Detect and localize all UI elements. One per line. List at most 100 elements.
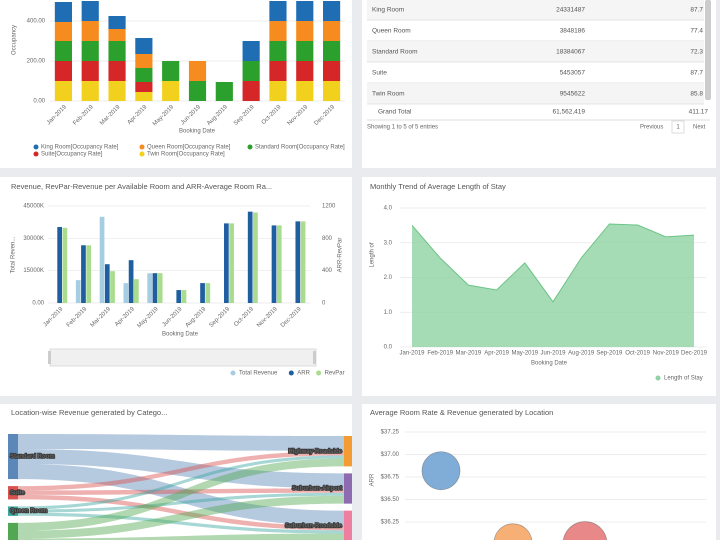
sankey-link: [18, 492, 344, 513]
bar: [110, 271, 115, 303]
legend-label[interactable]: ARR: [297, 371, 310, 377]
bar: [200, 283, 205, 303]
y-tick-label: 3.0: [384, 240, 393, 246]
node-label: Suburban-Roadside: [285, 523, 343, 529]
bar-segment: [135, 68, 153, 82]
bar: [224, 223, 229, 303]
total-cell: 61,562,419: [552, 109, 585, 116]
bar-segment: [135, 38, 153, 54]
x-tick-label: Mar-2019: [456, 351, 482, 357]
bar-segment: [323, 81, 341, 101]
bar-segment: [323, 1, 341, 21]
legend-label[interactable]: King Room[Occupancy Rate]: [41, 145, 119, 151]
axis-title: Occupancy: [12, 25, 18, 55]
pager-button[interactable]: Next: [693, 125, 706, 131]
panel: [0, 404, 352, 540]
legend-marker: [33, 144, 39, 150]
bar-segment: [296, 41, 314, 61]
sankey-link: [18, 458, 344, 531]
pager-button[interactable]: Previous: [640, 125, 663, 131]
bar-segment: [269, 41, 287, 61]
sankey-node: [8, 522, 18, 540]
line: [411, 223, 695, 303]
y-tick-label: 200.00: [27, 59, 46, 65]
bar-segment: [108, 41, 126, 61]
bar-segment: [269, 61, 287, 81]
x-tick-label: Nov-2019: [653, 351, 680, 357]
pager-button[interactable]: 1: [676, 125, 680, 131]
axis-title: Booking Date: [179, 129, 216, 135]
table-row: [367, 0, 704, 20]
bar-segment: [242, 81, 260, 101]
bar: [176, 290, 182, 303]
y-tick-label: $36.50: [381, 497, 400, 503]
x-tick-label: Oct-2019: [625, 351, 650, 357]
axis-title: Length of: [370, 242, 376, 267]
slider-handle[interactable]: [48, 351, 51, 364]
chart-title: Revenue, RevPar-Revenue per Available Ro…: [11, 182, 272, 191]
table-cell: 87.7: [690, 7, 703, 14]
range-slider[interactable]: [49, 348, 317, 367]
bar-segment: [108, 29, 126, 41]
scrollbar[interactable]: [705, 0, 711, 100]
legend-label[interactable]: Standard Room[Occupancy Rate]: [255, 145, 345, 151]
sankey-node: [8, 434, 18, 480]
bar: [81, 245, 86, 303]
bar-segment: [54, 81, 72, 101]
legend-marker: [247, 144, 253, 150]
bar-segment: [108, 16, 126, 29]
legend-label[interactable]: Suite[Occupancy Rate]: [41, 152, 103, 158]
legend-label[interactable]: Twin Room[Occupancy Rate]: [147, 152, 225, 158]
x-tick-label: May-2019: [511, 351, 538, 357]
bar-segment: [188, 81, 207, 101]
bar: [86, 245, 92, 303]
sankey-node: [8, 506, 18, 516]
bar: [295, 221, 301, 303]
legend-label[interactable]: RevPar: [325, 371, 345, 377]
y-tick-label: 0.0: [384, 345, 393, 351]
bar: [57, 227, 63, 303]
table-cell: 3848186: [560, 28, 586, 35]
bar: [247, 211, 253, 303]
total-cell: 411.17: [689, 109, 709, 116]
bar-segment: [296, 21, 314, 41]
legend-marker: [139, 144, 145, 150]
y-tick-label: 0: [322, 301, 326, 307]
node-label: Suite: [10, 490, 25, 496]
sankey-link: [18, 450, 344, 491]
slider-handle[interactable]: [313, 351, 316, 364]
sankey-link: [18, 455, 344, 510]
x-tick-label: Aug-2019: [568, 351, 595, 357]
legend-label[interactable]: Queen Room[Occupancy Rate]: [147, 145, 231, 151]
chart-title: Monthly Trend of Average Length of Stay: [370, 182, 506, 191]
legend-label[interactable]: Total Revenue: [239, 371, 278, 377]
legend-marker: [288, 370, 294, 376]
bar-segment: [269, 1, 287, 21]
bar: [300, 221, 306, 303]
bar-segment: [54, 61, 72, 81]
y-tick-label: $36.75: [381, 475, 400, 481]
bar-segment: [108, 61, 126, 81]
table-cell: 5453057: [560, 70, 586, 77]
sankey-link: [18, 512, 344, 534]
bar-segment: [296, 81, 314, 101]
table-cell: 72.3: [690, 49, 703, 56]
bar: [229, 223, 234, 303]
bar: [181, 290, 187, 303]
bar-segment: [242, 41, 260, 61]
y-tick-label: 800: [322, 236, 333, 242]
legend-label[interactable]: Length of Stay: [664, 376, 703, 382]
sankey-link: [18, 494, 344, 531]
panel: [362, 404, 716, 540]
y-tick-label: $37.00: [381, 452, 400, 458]
table-cell: 85.8: [690, 91, 703, 98]
x-tick-label: Sep-2019: [596, 351, 623, 357]
chart-title: Location-wise Revenue generated by Categ…: [11, 408, 167, 417]
y-tick-label: 2.0: [384, 275, 393, 281]
node-label: Standard Room: [10, 454, 55, 460]
bar-segment: [54, 41, 72, 61]
sankey-link: [18, 434, 344, 451]
axis-title: ARR-RevPar: [338, 238, 344, 273]
area: [412, 223, 694, 347]
